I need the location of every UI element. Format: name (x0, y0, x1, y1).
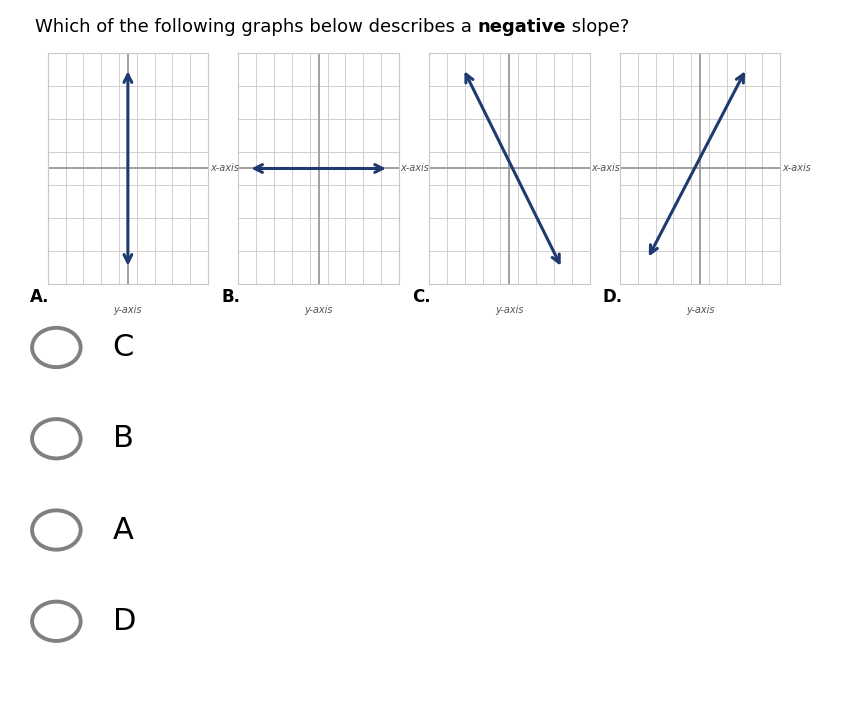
Text: y-axis: y-axis (304, 305, 333, 315)
Text: B: B (113, 424, 134, 453)
Text: x-axis: x-axis (782, 164, 811, 173)
Text: y-axis: y-axis (686, 305, 714, 315)
Text: A: A (113, 515, 134, 545)
Text: negative: negative (478, 18, 566, 36)
Text: D.: D. (603, 288, 623, 306)
Text: D: D (113, 607, 136, 636)
Text: A.: A. (30, 288, 49, 306)
Text: x-axis: x-axis (210, 164, 238, 173)
Text: x-axis: x-axis (591, 164, 620, 173)
Text: Which of the following graphs below describes a: Which of the following graphs below desc… (35, 18, 478, 36)
Text: C: C (113, 333, 134, 362)
Text: slope?: slope? (566, 18, 629, 36)
Text: y-axis: y-axis (114, 305, 142, 315)
Text: C.: C. (412, 288, 430, 306)
Text: x-axis: x-axis (401, 164, 429, 173)
Text: B.: B. (221, 288, 240, 306)
Text: y-axis: y-axis (495, 305, 524, 315)
